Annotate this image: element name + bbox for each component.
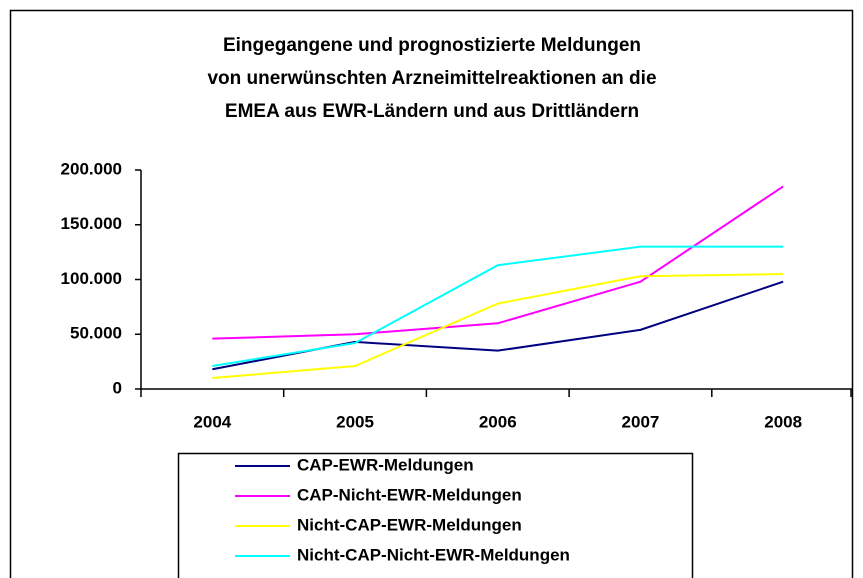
y-tick-label: 100.000 [61, 269, 122, 288]
series-line [212, 245, 784, 367]
chart-title: von unerwünschten Arzneimittelreaktionen… [207, 68, 656, 89]
series-line [212, 280, 784, 371]
y-tick-label: 0 [113, 378, 122, 397]
x-tick-label: 2008 [764, 412, 802, 431]
series-line [212, 273, 784, 380]
series-line [212, 185, 784, 340]
legend-label: CAP-EWR-Meldungen [297, 455, 474, 474]
legend-label: Nicht-CAP-Nicht-EWR-Meldungen [297, 545, 570, 564]
chart-title: Eingegangene und prognostizierte Meldung… [223, 35, 641, 56]
chart-border [9, 9, 854, 578]
legend-label: Nicht-CAP-EWR-Meldungen [297, 515, 522, 534]
y-tick-label: 150.000 [61, 214, 122, 233]
chart-title: EMEA aus EWR-Ländern und aus Drittländer… [225, 101, 639, 122]
y-tick-label: 200.000 [61, 159, 122, 178]
legend-label: CAP-Nicht-EWR-Meldungen [297, 485, 522, 504]
legend-box [177, 452, 694, 578]
x-tick-label: 2004 [193, 412, 231, 431]
x-tick-label: 2006 [479, 412, 517, 431]
x-tick-label: 2005 [336, 412, 374, 431]
y-tick-label: 50.000 [70, 324, 122, 343]
x-tick-label: 2007 [622, 412, 660, 431]
